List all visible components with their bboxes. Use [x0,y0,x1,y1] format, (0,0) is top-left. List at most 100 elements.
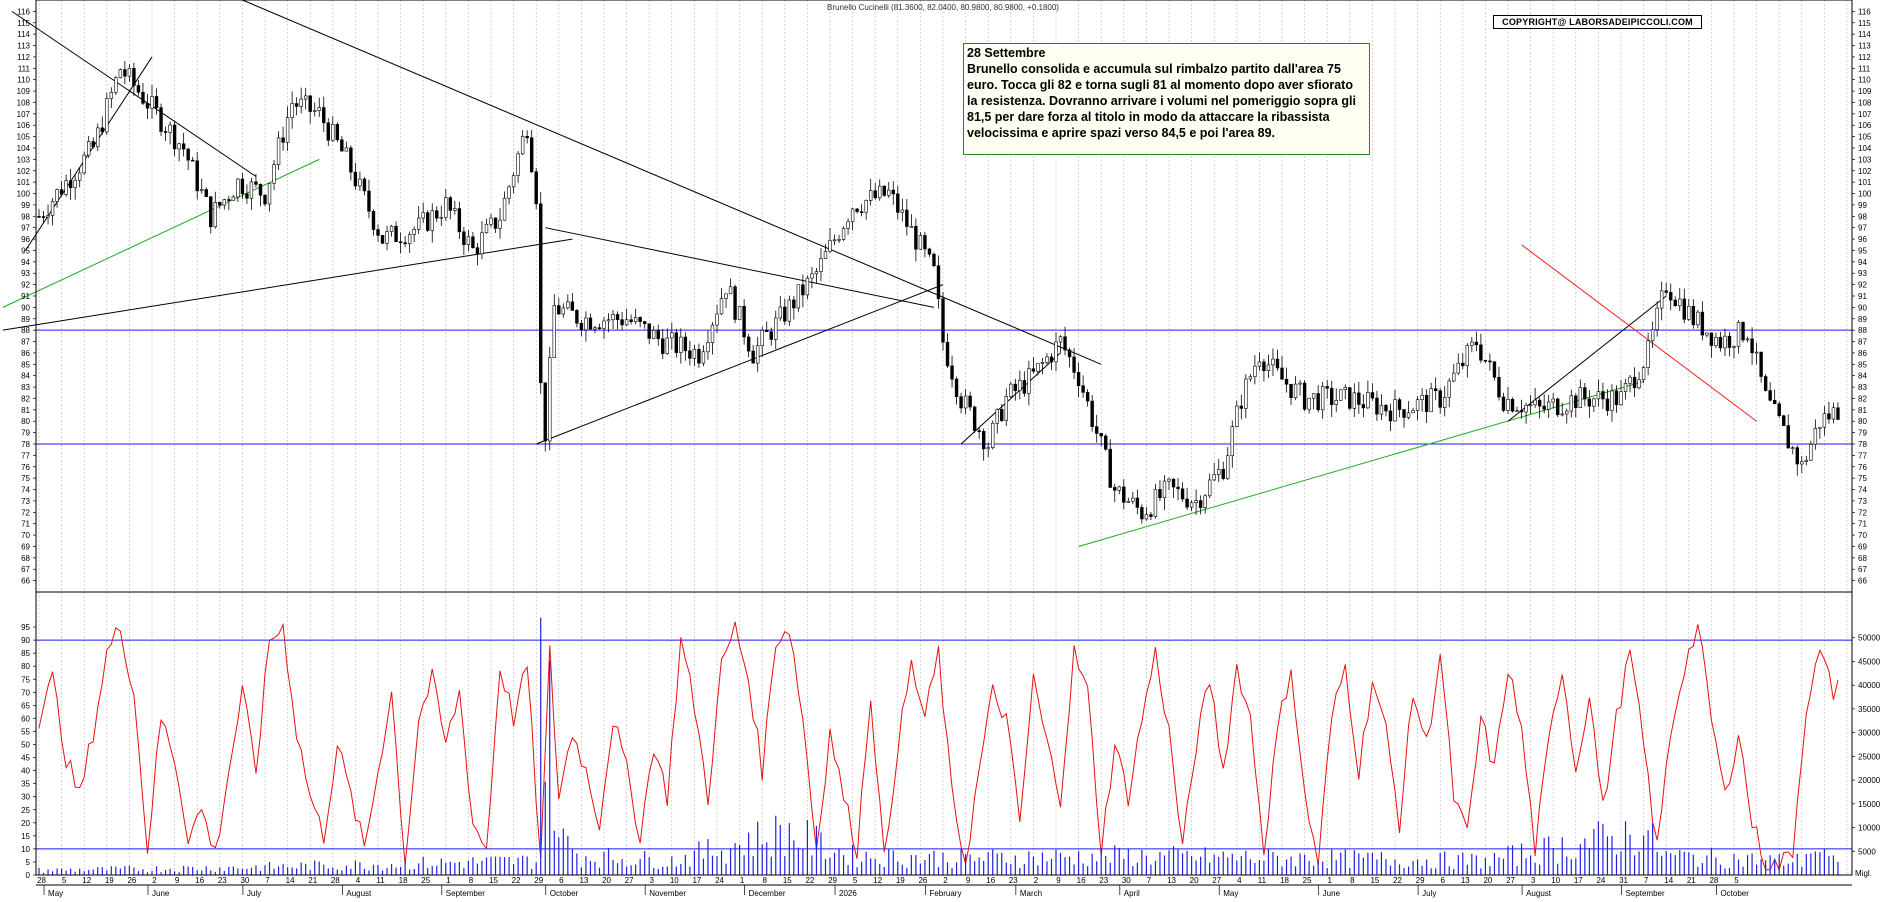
candle-body [1546,401,1551,410]
candle-body [1587,398,1592,407]
day-tick-label: 14 [1664,876,1673,885]
candle-body [557,305,561,315]
candle-body [954,378,959,397]
candle-body [416,217,421,230]
candle-body [141,92,145,104]
price-tick-label-right: 89 [1858,315,1867,324]
candle-body [362,178,367,192]
price-tick-label-right: 114 [1858,30,1871,39]
day-tick-label: 11 [376,876,385,885]
candle-body [1438,390,1442,408]
candle-body [647,323,651,339]
candle-body [1108,448,1112,488]
price-tick-label-right: 78 [1858,440,1867,449]
day-tick-label: 27 [1212,876,1221,885]
price-tick-label-left: 70 [21,531,30,540]
candle-body [593,327,597,330]
candle-body [1578,387,1583,408]
candle-body [489,217,493,225]
candle-body [159,107,163,132]
candle-body [1325,386,1329,389]
month-tick-label: October [550,889,579,898]
candle-body [1528,404,1533,407]
candle-body [407,234,412,245]
price-tick-label-left: 101 [17,178,31,187]
candle-body [1659,290,1664,309]
candle-body [828,240,832,252]
candle-body [1171,478,1176,488]
candle-body [507,186,511,199]
candle-body [1452,372,1456,382]
day-tick-label: 9 [175,876,180,885]
candle-body [1650,329,1655,342]
candle-body [629,319,633,323]
candle-body [1334,399,1338,405]
candle-body [1063,336,1067,351]
day-tick-label: 25 [421,876,430,885]
candle-body [724,293,728,299]
candle-body [778,306,782,319]
day-tick-label: 10 [1551,876,1560,885]
candle-body [991,422,995,448]
day-tick-label: 8 [469,876,474,885]
candle-body [1266,364,1271,371]
candle-body [801,284,805,296]
day-tick-label: 21 [1687,876,1696,885]
candlesticks [37,61,1840,524]
candle-body [1836,407,1840,420]
price-tick-label-left: 80 [21,417,30,426]
candle-body [710,324,715,343]
trendline-resistance-red [1521,244,1757,422]
candle-body [1298,382,1302,385]
candle-body [471,236,475,249]
candle-body [37,216,41,218]
day-tick-label: 14 [286,876,295,885]
candle-body [1732,345,1736,348]
osc-tick-label: 20 [21,819,30,828]
candle-body [1723,335,1727,349]
candle-body [841,228,846,240]
candle-body [859,211,864,213]
candle-body [380,235,385,244]
candle-body [674,332,679,353]
candle-body [1207,479,1212,497]
candle-body [765,329,769,332]
candle-body [638,317,642,322]
price-tick-label-left: 95 [21,246,30,255]
day-tick-label: 7 [1644,876,1649,885]
candle-body [1429,388,1433,413]
candle-body [272,164,276,184]
day-tick-label: 4 [1237,876,1242,885]
price-tick-label-right: 74 [1858,486,1867,495]
candle-body [1465,345,1470,367]
vol-tick-label: 10000 [1858,824,1881,833]
day-tick-label: 15 [489,876,498,885]
day-tick-label: 23 [218,876,227,885]
candle-body [1759,351,1763,377]
candle-body [1560,413,1564,416]
price-tick-label-right: 84 [1858,372,1867,381]
osc-tick-label: 25 [21,806,30,815]
price-tick-label-right: 70 [1858,531,1867,540]
candle-body [231,196,236,201]
price-tick-label-right: 71 [1858,520,1867,529]
candle-body [1763,376,1768,391]
price-tick-label-left: 76 [21,463,30,472]
note-text: Brunello consolida e accumula sul rimbal… [967,62,1357,140]
price-tick-label-left: 104 [17,144,31,153]
price-tick-label-left: 75 [21,474,30,483]
candle-body [1230,426,1234,457]
candle-body [195,160,199,192]
candle-body [245,193,249,199]
price-tick-label-right: 109 [1858,87,1872,96]
candle-body [575,310,579,324]
candle-body [403,242,407,245]
day-tick-label: 12 [82,876,91,885]
candle-body [109,91,114,99]
day-tick-label: 28 [37,876,46,885]
price-tick-label-left: 97 [21,224,30,233]
candle-body [652,329,656,339]
vol-tick-label: 5000 [1858,847,1876,856]
month-tick-label: August [1526,889,1552,898]
osc-tick-label: 0 [26,871,31,880]
